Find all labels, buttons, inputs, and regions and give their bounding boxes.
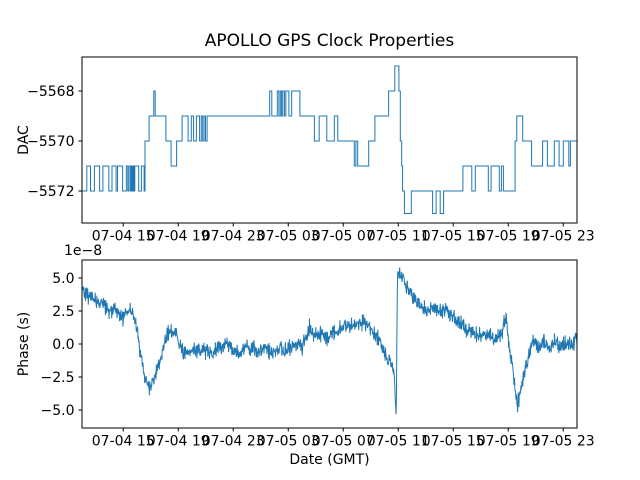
x-tick-label: 07-05 11 xyxy=(367,229,430,245)
x-tick-label: 07-05 23 xyxy=(532,229,595,245)
x-tick-label: 07-05 07 xyxy=(312,229,375,245)
x-tick-label: 07-04 15 xyxy=(92,434,155,450)
x-tick-label: 07-05 19 xyxy=(477,434,540,450)
x-tick-label: 07-05 03 xyxy=(257,229,320,245)
x-tick-label: 07-05 03 xyxy=(257,434,320,450)
x-tick-label: 07-05 15 xyxy=(422,434,485,450)
dac-step-line xyxy=(82,65,577,214)
y-tick-label: 5.0 xyxy=(52,271,74,287)
dac-axis-label: DAC xyxy=(16,125,32,155)
x-tick-label: 07-05 07 xyxy=(312,434,375,450)
x-tick-label: 07-04 19 xyxy=(147,229,210,245)
x-tick-label: 07-05 11 xyxy=(367,434,430,450)
phase-noise-line xyxy=(81,267,578,415)
x-tick-label: 07-04 19 xyxy=(147,434,210,450)
x-tick-label: 07-04 15 xyxy=(92,229,155,245)
y-tick-label: 0.0 xyxy=(52,337,74,353)
date-axis-label: Date (GMT) xyxy=(289,452,370,468)
x-tick-label: 07-04 23 xyxy=(202,434,265,450)
phase-axis-label: Phase (s) xyxy=(16,311,32,377)
y-tick-label: 2.5 xyxy=(52,304,74,320)
y-tick-label: −5572 xyxy=(27,184,74,200)
y-tick-label: −5.0 xyxy=(41,403,75,419)
y-tick-label: −5568 xyxy=(27,84,74,100)
x-tick-label: 07-05 23 xyxy=(532,434,595,450)
x-tick-label: 07-04 23 xyxy=(202,229,265,245)
chart-title: APOLLO GPS Clock Properties xyxy=(204,31,455,51)
top-axes-border xyxy=(81,56,578,224)
y-tick-label: −2.5 xyxy=(41,370,75,386)
x-tick-label: 07-05 19 xyxy=(477,229,540,245)
bottom-axes-border xyxy=(81,259,578,429)
y-tick-label: −5570 xyxy=(27,134,74,150)
x-tick-label: 07-05 15 xyxy=(422,229,485,245)
phase-scale-offset-text: 1e−8 xyxy=(64,243,103,259)
